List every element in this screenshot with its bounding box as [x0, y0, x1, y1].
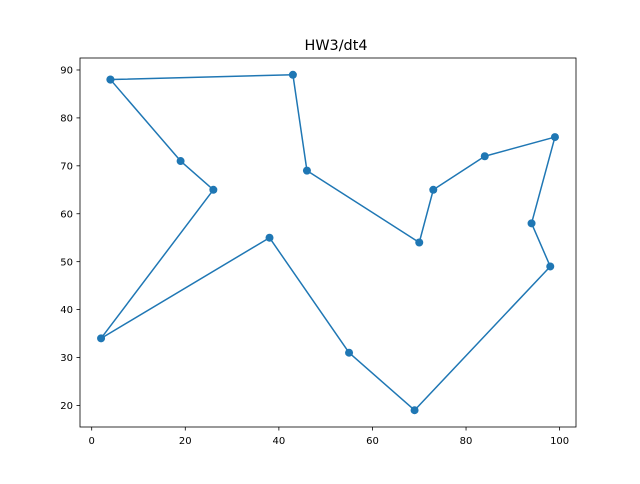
y-tick-label: 80	[60, 114, 73, 125]
x-tick-label: 80	[460, 436, 473, 447]
y-tick-label: 50	[60, 257, 73, 268]
y-tick-label: 40	[60, 305, 73, 316]
series-layer	[97, 70, 559, 415]
data-point	[410, 406, 419, 415]
data-point	[97, 334, 106, 343]
x-tick-label: 40	[273, 436, 286, 447]
data-point	[415, 238, 424, 247]
data-point	[480, 152, 489, 161]
x-tick-label: 0	[89, 436, 95, 447]
data-point	[302, 166, 311, 175]
x-tick-label: 100	[550, 436, 569, 447]
plot-frame	[79, 57, 577, 428]
series-line	[100, 74, 556, 411]
y-tick-label: 60	[60, 209, 73, 220]
y-tick-label: 70	[60, 161, 73, 172]
data-point	[265, 233, 274, 242]
data-point	[345, 348, 354, 357]
data-point	[429, 185, 438, 194]
axes: 0 20 40 60 80 100 20 30 40 50 60 70 80 90	[60, 66, 569, 447]
y-tick-label: 30	[60, 353, 73, 364]
data-point	[288, 70, 297, 79]
x-tick-label: 20	[179, 436, 192, 447]
y-tick-label: 90	[60, 66, 73, 77]
data-point	[209, 185, 218, 194]
chart-title: HW3/dt4	[305, 38, 368, 54]
data-point	[106, 75, 115, 84]
data-point	[550, 133, 559, 142]
data-point	[176, 157, 185, 166]
data-point	[546, 262, 555, 271]
x-tick-label: 60	[366, 436, 379, 447]
y-tick-label: 20	[60, 401, 73, 412]
data-point	[527, 219, 536, 228]
